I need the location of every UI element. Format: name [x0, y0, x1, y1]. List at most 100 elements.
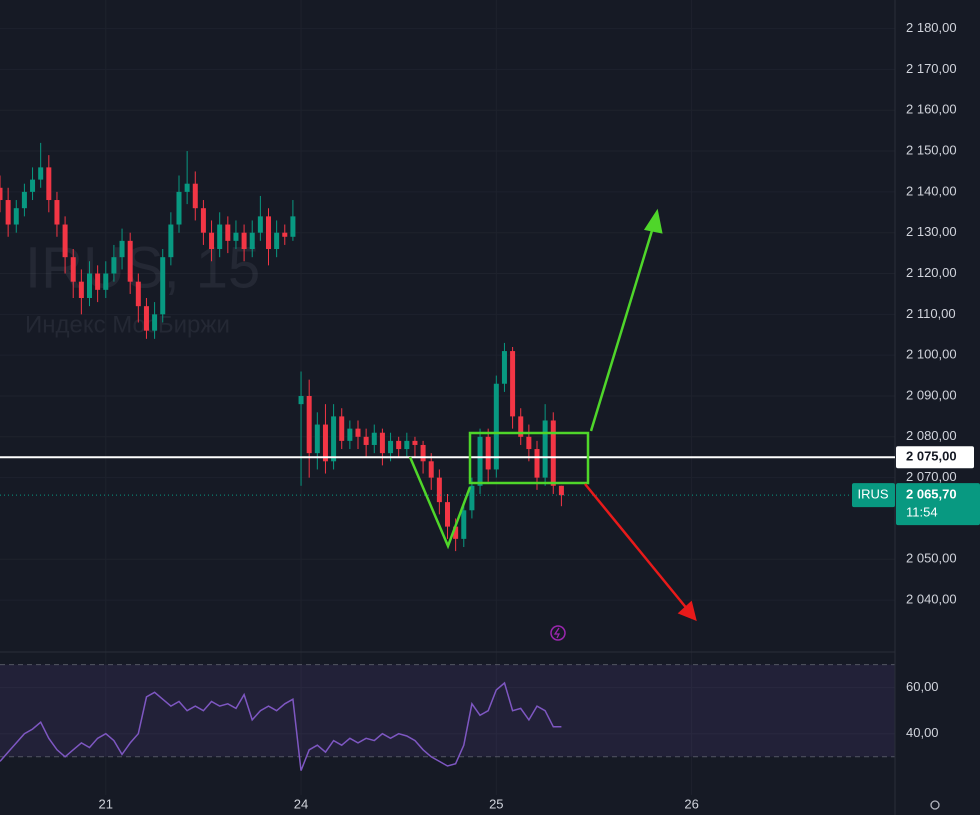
level-label: 2 075,00: [906, 449, 957, 464]
candle-body: [274, 232, 280, 250]
y-tick-label: 2 160,00: [906, 102, 957, 117]
candle-body: [209, 232, 215, 250]
y-tick-label: 2 100,00: [906, 347, 957, 362]
y-tick-label: 2 180,00: [906, 20, 957, 35]
settings-icon[interactable]: [930, 800, 940, 810]
level-label-box: [896, 446, 974, 469]
candle-body: [388, 440, 394, 454]
candle-body: [241, 232, 247, 250]
y-tick-label: 2 140,00: [906, 183, 957, 198]
candle-body: [135, 281, 141, 307]
candle-body: [436, 477, 442, 503]
candle-body: [445, 502, 450, 527]
candle-body: [404, 440, 410, 450]
candle-body: [111, 257, 117, 274]
down-arrow-line: [584, 483, 689, 611]
candle-body: [298, 395, 304, 405]
candle-body: [461, 510, 467, 539]
candle-body: [119, 240, 125, 258]
candle-body: [160, 257, 166, 315]
candle-body: [225, 224, 231, 241]
candle-body: [379, 432, 385, 454]
candle-body: [62, 224, 68, 258]
candle-body: [428, 461, 434, 478]
candle-body: [95, 273, 101, 290]
candle-body: [30, 179, 36, 192]
y-tick-label: 40,00: [906, 725, 939, 740]
y-tick-label: 2 080,00: [906, 428, 957, 443]
symbol-box: [852, 483, 895, 508]
down-arrow-head: [677, 600, 697, 622]
y-tick-label: 2 170,00: [906, 61, 957, 76]
candle-body: [13, 208, 19, 225]
x-tick-label: 21: [99, 796, 113, 811]
candle-body: [168, 224, 174, 258]
candle-body: [510, 351, 516, 417]
candle-body: [233, 232, 239, 241]
candle-body: [176, 191, 182, 225]
candle-body: [282, 232, 288, 237]
candle-body: [371, 432, 377, 445]
up-arrow-head: [643, 208, 663, 234]
y-tick-label: 2 040,00: [906, 592, 957, 607]
candle-body: [21, 191, 27, 209]
candle-body: [290, 216, 296, 237]
candle-body: [469, 485, 475, 511]
candle-body: [143, 306, 149, 331]
candle-body: [558, 485, 564, 496]
candle-body: [5, 200, 11, 225]
candle-body: [347, 428, 353, 441]
candle-body: [550, 420, 556, 486]
x-tick-label: 26: [684, 796, 698, 811]
candle-body: [249, 232, 255, 250]
v-pattern-line: [408, 456, 472, 550]
candle-body: [331, 416, 337, 462]
candle-body: [501, 351, 507, 384]
event-icon[interactable]: [550, 625, 566, 641]
candle-body: [542, 420, 548, 478]
candle-body: [314, 424, 320, 454]
candle-body: [485, 436, 491, 470]
candle-body: [192, 183, 198, 209]
marks: [0, 142, 895, 771]
candle-body: [54, 200, 60, 225]
candle-body: [355, 428, 361, 437]
watermark-symbol: IRUS, 15: [25, 235, 260, 300]
candle-body: [70, 257, 76, 282]
candle-body: [518, 416, 524, 437]
y-tick-label: 2 110,00: [906, 306, 956, 321]
y-tick-label: 2 070,00: [906, 469, 957, 484]
rsi-line: [0, 681, 562, 771]
candle-body: [396, 440, 402, 450]
watermark-name: Индекс МосБиржи: [25, 311, 230, 338]
candle-body: [127, 240, 133, 282]
up-arrow-line: [589, 223, 656, 432]
candle-body: [493, 383, 499, 470]
symbol-label: IRUS: [857, 487, 888, 502]
y-tick-label: 2 150,00: [906, 142, 957, 157]
candle-body: [46, 167, 52, 201]
candle-body: [217, 224, 223, 250]
price-label: 2 065,70: [906, 487, 957, 502]
candle-body: [200, 208, 206, 233]
candle-body: [38, 167, 44, 180]
y-tick-label: 2 090,00: [906, 387, 957, 402]
candle-body: [412, 440, 418, 445]
y-tick-label: 2 050,00: [906, 551, 957, 566]
grid: [0, 664, 895, 758]
candle-body: [306, 395, 312, 454]
y-tick-label: 60,00: [906, 679, 939, 694]
candle-body: [78, 281, 84, 299]
range-box: [468, 431, 590, 485]
candle-body: [257, 216, 263, 233]
y-tick-label: 2 120,00: [906, 265, 957, 280]
candle-body: [363, 436, 369, 445]
countdown-label: 11:54: [906, 505, 938, 520]
x-tick-label: 25: [489, 796, 503, 811]
candle-body: [322, 424, 328, 462]
candle-body: [103, 273, 109, 290]
x-tick-label: 24: [294, 796, 308, 811]
candle-body: [420, 444, 426, 462]
candle-body: [477, 436, 483, 486]
candle-body: [87, 273, 92, 299]
